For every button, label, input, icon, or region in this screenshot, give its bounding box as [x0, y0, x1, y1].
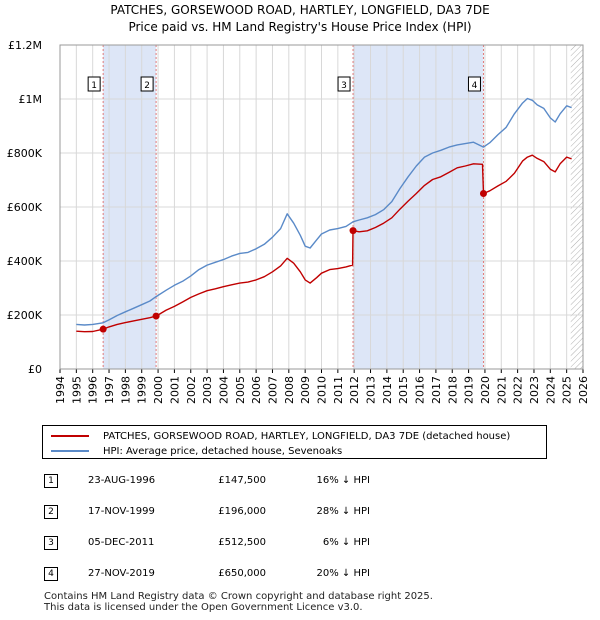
legend-price-swatch: [51, 435, 89, 437]
sale-point: [152, 312, 160, 320]
sale-label: 4: [472, 81, 478, 91]
sale-label-box: [87, 76, 101, 92]
x-tick-label: 2023: [528, 376, 541, 404]
sale-label: 1: [91, 81, 97, 91]
legend-hpi-label: HPI: Average price, detached house, Seve…: [103, 445, 343, 457]
x-tick-label: 2015: [397, 376, 410, 404]
x-tick-label: 2018: [446, 376, 459, 404]
y-tick-label: £1.2M: [8, 39, 42, 52]
x-tick-label: 1997: [103, 376, 116, 404]
x-tick-label: 2019: [463, 376, 476, 404]
x-tick-label: 2022: [512, 376, 525, 404]
x-tick-label: 2003: [201, 376, 214, 404]
footer-line-1: Contains HM Land Registry data © Crown c…: [44, 591, 433, 602]
x-tick-label: 2005: [234, 376, 247, 404]
x-tick-label: 2011: [332, 376, 345, 404]
y-tick-label: £0: [28, 363, 42, 376]
transaction-price: £196,000: [218, 506, 266, 517]
plot-frame: [59, 44, 584, 370]
hpi-line: [76, 97, 572, 326]
sale-label-box: [337, 76, 351, 92]
x-tick-label: 1999: [136, 376, 149, 404]
x-tick-label: 2017: [430, 376, 443, 404]
x-tick-label: 2013: [365, 376, 378, 404]
x-tick-label: 2001: [168, 376, 181, 404]
legend-price-label: PATCHES, GORSEWOOD ROAD, HARTLEY, LONGFI…: [103, 430, 511, 442]
x-tick-label: 2002: [185, 376, 198, 404]
transaction-row: 2 17-NOV-1999 £196,000 28% ↓ HPI: [0, 501, 600, 523]
price-paid-line: [76, 154, 572, 333]
transaction-row: 4 27-NOV-2019 £650,000 20% ↓ HPI: [0, 563, 600, 585]
legend: PATCHES, GORSEWOOD ROAD, HARTLEY, LONGFI…: [42, 425, 547, 459]
x-tick-label: 2012: [348, 376, 361, 404]
x-tick-label: 2000: [152, 376, 165, 404]
sale-label-box: [467, 76, 481, 92]
transaction-number: 4: [44, 567, 58, 581]
price-chart: £0 £200K £400K £600K £800K £1M £1.2M 1994 1995 19…: [7, 39, 590, 404]
x-tick-label: 2024: [544, 376, 557, 404]
x-tick-label: 2010: [316, 376, 329, 404]
x-tick-label: 2006: [250, 376, 263, 404]
x-tick-label: 2016: [414, 376, 427, 404]
transaction-number: 2: [44, 505, 58, 519]
x-tick-label: 2004: [217, 376, 230, 404]
y-tick-label: £400K: [7, 255, 43, 268]
chart-title: PATCHES, GORSEWOOD ROAD, HARTLEY, LONGFI…: [0, 2, 600, 36]
y-tick-label: £600K: [7, 201, 43, 214]
sale-point: [349, 227, 357, 235]
sale-label: 2: [144, 81, 150, 91]
transaction-date: 05-DEC-2011: [88, 537, 155, 548]
sale-label: 3: [341, 81, 347, 91]
title-line-2: Price paid vs. HM Land Registry's House …: [128, 20, 472, 34]
transaction-price: £650,000: [218, 568, 266, 579]
legend-item-hpi: HPI: Average price, detached house, Seve…: [51, 444, 342, 458]
footer: Contains HM Land Registry data © Crown c…: [44, 591, 433, 613]
x-tick-label: 1994: [54, 376, 67, 404]
x-tick-label: 2026: [577, 376, 590, 404]
legend-hpi-swatch: [51, 450, 89, 452]
x-tick-label: 2020: [479, 376, 492, 404]
sale-label-box: [140, 76, 154, 92]
footer-line-2: This data is licensed under the Open Gov…: [44, 602, 363, 613]
transaction-row: 3 05-DEC-2011 £512,500 6% ↓ HPI: [0, 532, 600, 554]
transaction-date: 23-AUG-1996: [88, 475, 156, 486]
x-tick-label: 1995: [70, 376, 83, 404]
sale-point: [479, 190, 487, 197]
transaction-number: 3: [44, 536, 58, 550]
y-tick-label: £800K: [7, 147, 43, 160]
transaction-number: 1: [44, 474, 58, 488]
transaction-hpi: 20% ↓ HPI: [316, 568, 370, 579]
transaction-hpi: 16% ↓ HPI: [316, 475, 370, 486]
x-tick-label: 2021: [495, 376, 508, 404]
sale-point: [99, 325, 107, 333]
x-tick-label: 2014: [381, 376, 394, 404]
x-tick-label: 2025: [561, 376, 574, 404]
x-tick-label: 2008: [283, 376, 296, 404]
transaction-date: 17-NOV-1999: [88, 506, 155, 517]
transaction-price: £512,500: [218, 537, 266, 548]
transaction-hpi: 28% ↓ HPI: [316, 506, 370, 517]
y-tick-label: £1M: [19, 93, 43, 106]
transaction-date: 27-NOV-2019: [88, 568, 155, 579]
title-line-1: PATCHES, GORSEWOOD ROAD, HARTLEY, LONGFI…: [110, 3, 490, 17]
x-tick-label: 2009: [299, 376, 312, 404]
y-tick-label: £200K: [7, 309, 43, 322]
legend-item-price: PATCHES, GORSEWOOD ROAD, HARTLEY, LONGFI…: [51, 429, 510, 443]
x-tick-label: 1998: [119, 376, 132, 404]
transaction-hpi: 6% ↓ HPI: [322, 537, 370, 548]
x-tick-label: 1996: [87, 376, 100, 404]
x-tick-label: 2007: [266, 376, 279, 404]
transaction-price: £147,500: [218, 475, 266, 486]
transaction-row: 1 23-AUG-1996 £147,500 16% ↓ HPI: [0, 470, 600, 492]
